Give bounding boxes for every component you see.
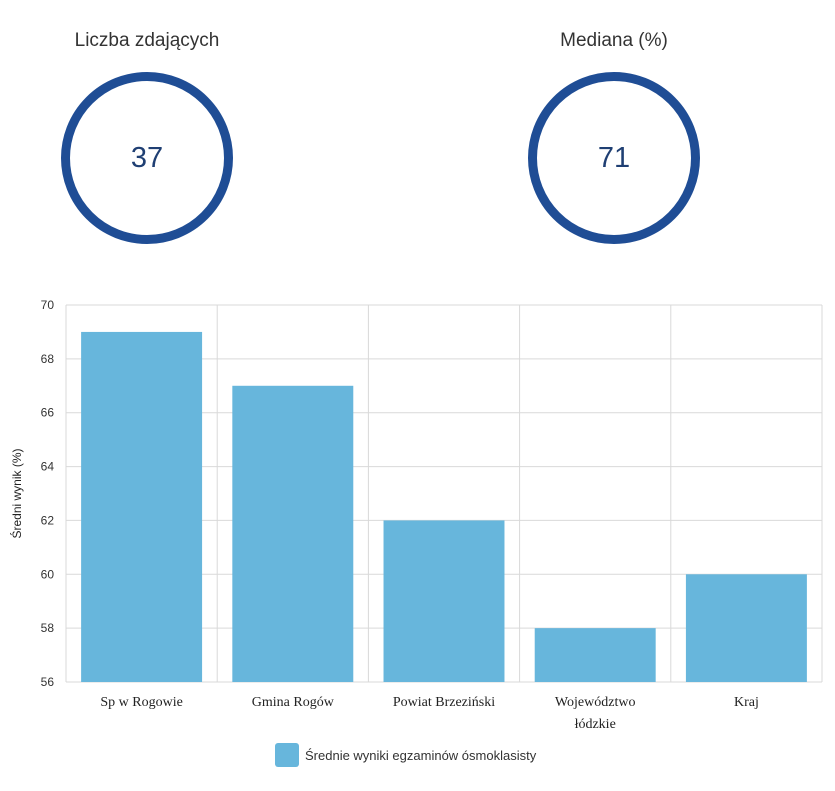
y-tick-label: 56: [41, 675, 55, 689]
bar: [383, 520, 505, 682]
legend-label: Średnie wyniki egzaminów ósmoklasisty: [305, 747, 537, 763]
y-tick-label: 68: [41, 352, 55, 366]
y-tick-label: 58: [41, 621, 55, 635]
stat-card-median: Mediana (%) 71: [494, 26, 734, 244]
x-tick-label: Województwo łódzkie: [555, 695, 636, 732]
stat-label: Liczba zdających: [74, 30, 220, 51]
stat-ring: 71: [528, 72, 700, 244]
stat-value: 71: [597, 141, 631, 174]
bar: [685, 574, 807, 682]
legend[interactable]: Średnie wyniki egzaminów ósmoklasisty: [275, 743, 536, 767]
y-tick-label: 62: [41, 513, 55, 527]
x-tick-label: Kraj: [734, 695, 759, 710]
y-tick-label: 66: [41, 406, 55, 420]
bar: [81, 331, 203, 682]
x-tick-label: Sp w Rogowie: [100, 695, 182, 710]
y-tick-label: 60: [41, 567, 55, 581]
bar: [534, 628, 656, 682]
x-tick-label: Powiat Brzeziński: [393, 695, 495, 710]
stat-ring: 37: [61, 72, 233, 244]
legend-swatch: [275, 743, 299, 767]
y-tick-label: 70: [41, 298, 55, 312]
bar-chart: 56 58 60 62 64 66 68 70 Sp w Rogowie Gmina Rogów P…: [9, 298, 823, 732]
bar: [232, 385, 354, 682]
x-tick-label: Gmina Rogów: [252, 695, 335, 710]
stat-label: Mediana (%): [560, 30, 668, 51]
y-tick-label: 64: [41, 460, 55, 474]
stat-card-count: Liczba zdających 37: [27, 26, 267, 244]
stat-value: 37: [130, 141, 164, 174]
y-axis-title: Średni wynik (%): [9, 448, 24, 538]
